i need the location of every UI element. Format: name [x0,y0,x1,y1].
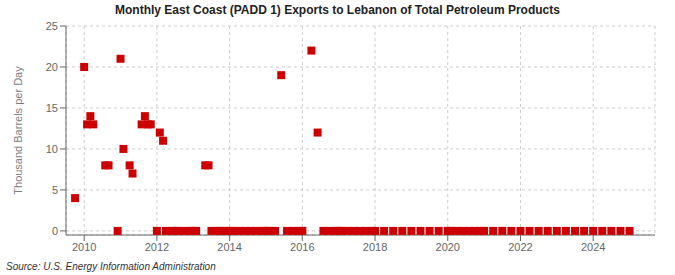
svg-text:2014: 2014 [217,241,241,253]
svg-text:Thousand Barrels per Day: Thousand Barrels per Day [12,66,24,195]
svg-text:5: 5 [52,184,58,196]
svg-text:2016: 2016 [290,241,314,253]
svg-text:2020: 2020 [436,241,460,253]
html-text:Source: U.S. Energy Informatio: Source: U.S. Energy Information Administ… [6,261,216,272]
svg-text:2022: 2022 [508,241,532,253]
svg-text:20: 20 [46,61,58,73]
svg-text:0: 0 [52,225,58,237]
svg-text:10: 10 [46,143,58,155]
svg-text:2018: 2018 [363,241,387,253]
svg-text:2010: 2010 [72,241,96,253]
svg-text:25: 25 [46,20,58,32]
svg-text:2012: 2012 [145,241,169,253]
html-text:Monthly East Coast (PADD 1) Ex: Monthly East Coast (PADD 1) Exports to L… [115,3,560,17]
svg-text:2024: 2024 [581,241,605,253]
svg-text:15: 15 [46,102,58,114]
